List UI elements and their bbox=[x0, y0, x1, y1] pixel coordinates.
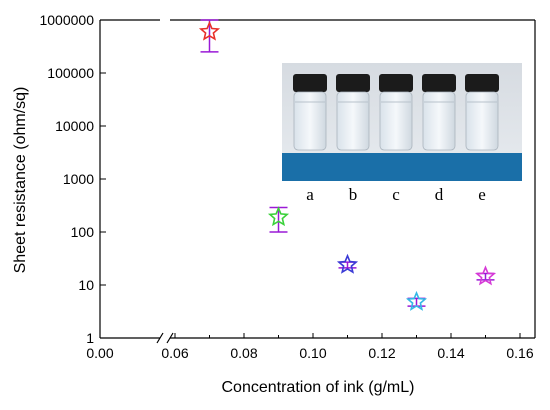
vial-cap bbox=[465, 74, 499, 92]
vial: e bbox=[465, 74, 499, 204]
data-point-star bbox=[336, 253, 359, 274]
vial-body bbox=[336, 91, 370, 151]
vial-label: b bbox=[349, 185, 358, 204]
vial-cap bbox=[336, 74, 370, 92]
y-tick-label: 1000 bbox=[63, 171, 94, 187]
x-tick-label: 0.08 bbox=[230, 345, 257, 361]
data-point-star bbox=[267, 206, 290, 227]
vial: a bbox=[293, 74, 327, 204]
vial-body bbox=[422, 91, 456, 151]
y-tick-label: 1 bbox=[86, 330, 94, 346]
vial-label: c bbox=[392, 185, 400, 204]
vial-cap bbox=[379, 74, 413, 92]
x-tick-label: 0.06 bbox=[161, 345, 188, 361]
x-tick-label: 0.00 bbox=[86, 345, 113, 361]
x-tick-label: 0.12 bbox=[368, 345, 395, 361]
inset-blue-surface bbox=[282, 153, 522, 181]
vial: c bbox=[379, 74, 413, 204]
vials: a b c d e bbox=[293, 74, 499, 204]
axis-break-mark bbox=[156, 332, 164, 344]
axis-ticks bbox=[99, 19, 521, 339]
x-tick-label: 0.10 bbox=[299, 345, 326, 361]
inset-photo-vials: a b c d e bbox=[282, 63, 522, 204]
vial-label: e bbox=[478, 185, 486, 204]
y-tick-label: 1000000 bbox=[39, 12, 94, 28]
y-axis-title: Sheet resistance (ohm/sq) bbox=[12, 87, 29, 274]
data-point-star bbox=[405, 290, 428, 311]
vial-cap bbox=[293, 74, 327, 92]
vial-body bbox=[293, 91, 327, 151]
vial: d bbox=[422, 74, 456, 204]
data-markers bbox=[198, 20, 497, 311]
y-tick-label: 10 bbox=[78, 277, 94, 293]
y-tick-label: 100 bbox=[71, 224, 95, 240]
vial-cap bbox=[422, 74, 456, 92]
data-point-star bbox=[198, 20, 221, 41]
axis-tick-labels: 0.00 0.06 0.08 0.10 0.12 0.14 0.16 1 10 100 1000 10… bbox=[39, 12, 533, 361]
vial-body bbox=[379, 91, 413, 151]
vial-label: a bbox=[306, 185, 314, 204]
axis-break-mark bbox=[166, 332, 174, 344]
x-tick-label: 0.16 bbox=[506, 345, 533, 361]
vial-body bbox=[465, 91, 499, 151]
x-axis-title: Concentration of ink (g/mL) bbox=[222, 379, 415, 396]
x-tick-label: 0.14 bbox=[437, 345, 464, 361]
vial: b bbox=[336, 74, 370, 204]
data-point-star bbox=[474, 265, 497, 286]
error-bar bbox=[269, 206, 288, 233]
y-tick-label: 10000 bbox=[55, 118, 94, 134]
y-tick-label: 100000 bbox=[47, 65, 94, 81]
vial-label: d bbox=[435, 185, 444, 204]
